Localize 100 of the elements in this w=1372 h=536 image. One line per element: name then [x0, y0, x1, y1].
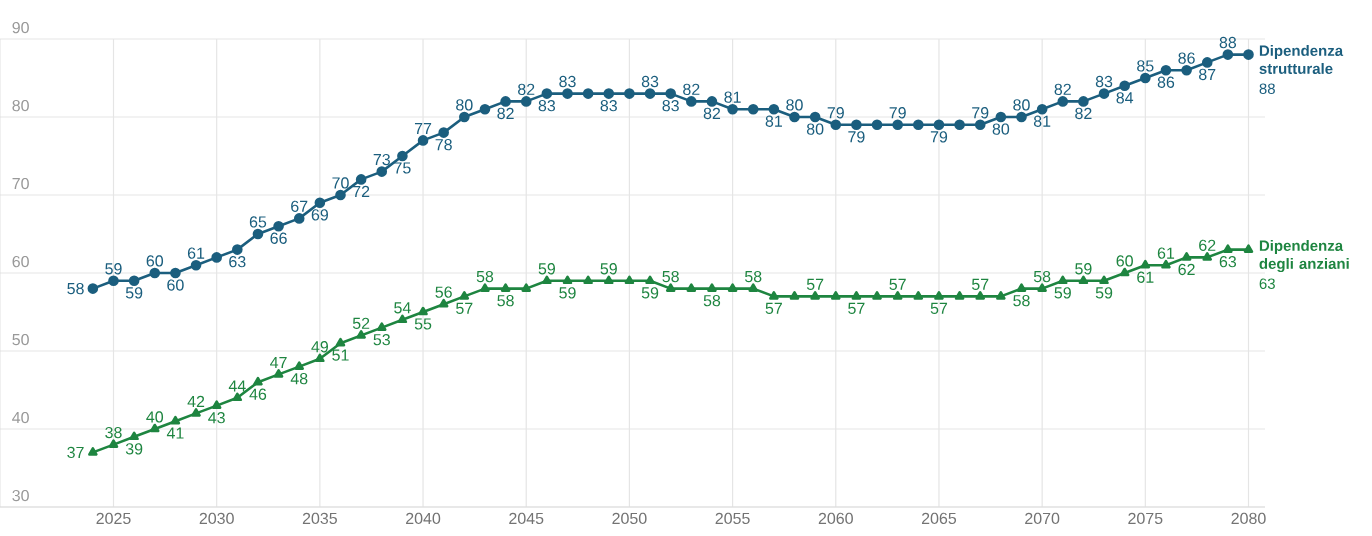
data-label: 58 — [67, 282, 84, 295]
data-label: 57 — [848, 302, 865, 314]
data-label: 80 — [806, 123, 824, 135]
data-label: 59 — [125, 287, 143, 299]
data-label: 69 — [311, 209, 328, 221]
data-label: 86 — [1178, 52, 1195, 64]
data-label: 88 — [1219, 36, 1237, 49]
data-label: 57 — [930, 302, 948, 314]
data-label: 59 — [105, 263, 122, 275]
data-label: 79 — [972, 107, 989, 119]
data-label: 81 — [724, 91, 741, 103]
data-label: 80 — [992, 123, 1010, 135]
data-label: 48 — [290, 373, 308, 385]
y-tick-label: 70 — [12, 177, 29, 190]
data-label: 81 — [765, 115, 782, 127]
data-label: 60 — [167, 279, 184, 291]
data-label: 67 — [291, 200, 308, 212]
data-label: 62 — [1199, 239, 1216, 251]
x-tick-label: 2035 — [302, 512, 337, 525]
series-label: Dipendenza degli anziani — [1259, 240, 1349, 273]
data-label: 72 — [353, 185, 370, 197]
data-label: 44 — [228, 380, 246, 392]
data-label: 56 — [435, 286, 452, 298]
data-label: 38 — [105, 426, 122, 439]
data-label: 83 — [600, 100, 617, 112]
data-label: 80 — [456, 99, 473, 111]
data-label: 49 — [311, 341, 328, 353]
data-label: 73 — [373, 153, 390, 166]
data-label: 75 — [394, 162, 411, 174]
data-label: 79 — [889, 107, 906, 119]
data-label: 65 — [249, 216, 267, 228]
data-label: 57 — [765, 302, 782, 314]
data-label: 60 — [1116, 255, 1133, 267]
data-label: 51 — [332, 349, 349, 361]
data-label: 83 — [1095, 75, 1113, 88]
y-tick-label: 80 — [12, 99, 29, 112]
data-label: 83 — [559, 75, 576, 88]
data-label: 86 — [1157, 76, 1175, 88]
x-tick-label: 2040 — [406, 512, 441, 525]
data-label: 59 — [559, 287, 576, 299]
data-label: 41 — [166, 427, 184, 439]
data-label: 88 — [1259, 83, 1275, 95]
data-label: 58 — [497, 295, 514, 307]
data-label: 54 — [394, 302, 411, 314]
data-label: 70 — [332, 177, 349, 189]
data-label: 83 — [641, 75, 659, 88]
data-label: 82 — [703, 107, 721, 120]
data-label: 62 — [1178, 263, 1195, 276]
data-label: 58 — [703, 295, 721, 307]
series-label: Dipendenza strutturale — [1259, 45, 1344, 75]
x-tick-label: 2070 — [1025, 512, 1060, 525]
data-label: 83 — [538, 100, 556, 112]
x-tick-label: 2045 — [509, 512, 544, 525]
x-tick-label: 2060 — [818, 512, 853, 525]
data-label: 58 — [1033, 270, 1051, 283]
data-label: 59 — [538, 263, 555, 275]
x-tick-label: 2080 — [1231, 512, 1266, 525]
data-label: 58 — [662, 270, 679, 283]
data-label: 79 — [848, 131, 865, 143]
data-label: 46 — [249, 388, 267, 400]
data-label: 63 — [1259, 278, 1275, 290]
y-tick-label: 30 — [12, 489, 29, 502]
x-tick-label: 2065 — [921, 512, 957, 525]
data-label: 87 — [1199, 68, 1216, 81]
data-label: 60 — [146, 255, 164, 267]
data-label: 61 — [187, 247, 205, 259]
data-label: 80 — [786, 99, 803, 111]
data-label: 42 — [187, 395, 205, 407]
x-tick-label: 2055 — [715, 512, 750, 525]
data-label: 53 — [373, 334, 390, 346]
data-label: 79 — [827, 107, 844, 119]
data-label: 58 — [744, 270, 762, 283]
data-label: 47 — [270, 356, 287, 368]
y-tick-label: 50 — [12, 333, 29, 346]
x-tick-label: 2025 — [96, 512, 131, 525]
data-label: 40 — [146, 411, 164, 423]
data-label: 83 — [662, 100, 679, 112]
data-label: 58 — [1013, 295, 1030, 307]
data-label: 43 — [208, 412, 225, 424]
data-label: 82 — [497, 107, 514, 120]
data-label: 59 — [1075, 263, 1092, 275]
data-label: 61 — [1137, 271, 1154, 283]
data-label: 78 — [435, 139, 452, 151]
data-label: 57 — [806, 278, 824, 290]
data-label: 59 — [641, 287, 659, 299]
data-label: 79 — [930, 131, 948, 143]
data-label: 66 — [270, 232, 287, 244]
data-label: 59 — [1095, 287, 1113, 299]
y-tick-label: 90 — [12, 21, 29, 34]
data-label: 77 — [414, 122, 432, 134]
data-label: 59 — [1054, 287, 1071, 299]
data-label: 82 — [683, 83, 700, 95]
data-label: 82 — [1075, 107, 1092, 120]
data-label: 59 — [600, 263, 617, 275]
data-label: 81 — [1033, 115, 1051, 127]
data-label: 82 — [1054, 83, 1071, 95]
data-label: 61 — [1157, 247, 1175, 259]
data-label: 37 — [67, 446, 84, 459]
data-label: 52 — [352, 317, 370, 329]
x-tick-label: 2050 — [612, 512, 647, 525]
